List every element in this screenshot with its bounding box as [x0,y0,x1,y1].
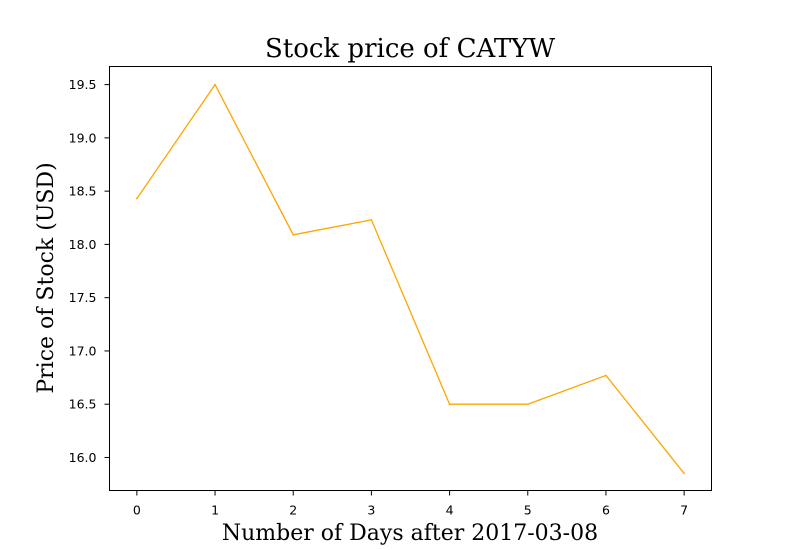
x-tick-label: 6 [602,503,610,518]
data-point [136,197,138,200]
chart-title: Stock price of CATYW [265,34,555,64]
data-point [683,472,685,475]
y-axis: 16.0 16.5 17.0 17.5 18.0 18.5 19.0 19.5 [69,77,110,465]
x-axis: 0 1 2 3 4 5 6 7 [133,490,688,518]
y-tick-label: 17.0 [69,343,97,358]
x-tick-label: 4 [446,503,454,518]
data-point [292,234,295,236]
x-tick-label: 2 [289,503,297,518]
y-tick-label: 19.0 [69,130,97,145]
y-tick-label: 16.5 [69,397,97,412]
data-point [214,83,216,86]
plot-frame [109,66,712,491]
x-tick-label: 1 [211,503,219,518]
x-tick-label: 3 [367,503,375,518]
series-line [136,83,685,474]
data-point [448,403,451,406]
x-axis-label: Number of Days after 2017-03-08 [222,521,598,546]
series-layer [136,83,685,475]
x-tick-label: 5 [524,503,532,518]
y-tick-label: 19.5 [69,77,97,92]
y-tick-label: 18.0 [69,237,97,252]
y-axis-label: Price of Stock (USD) [34,162,59,393]
y-tick-label: 17.5 [69,290,97,305]
y-tick-label: 18.5 [69,184,97,199]
data-point [526,403,529,406]
y-tick-label: 16.0 [69,450,97,465]
x-tick-label: 0 [133,503,141,518]
x-tick-label: 7 [680,503,688,518]
data-point [370,219,373,221]
data-point [605,374,607,377]
